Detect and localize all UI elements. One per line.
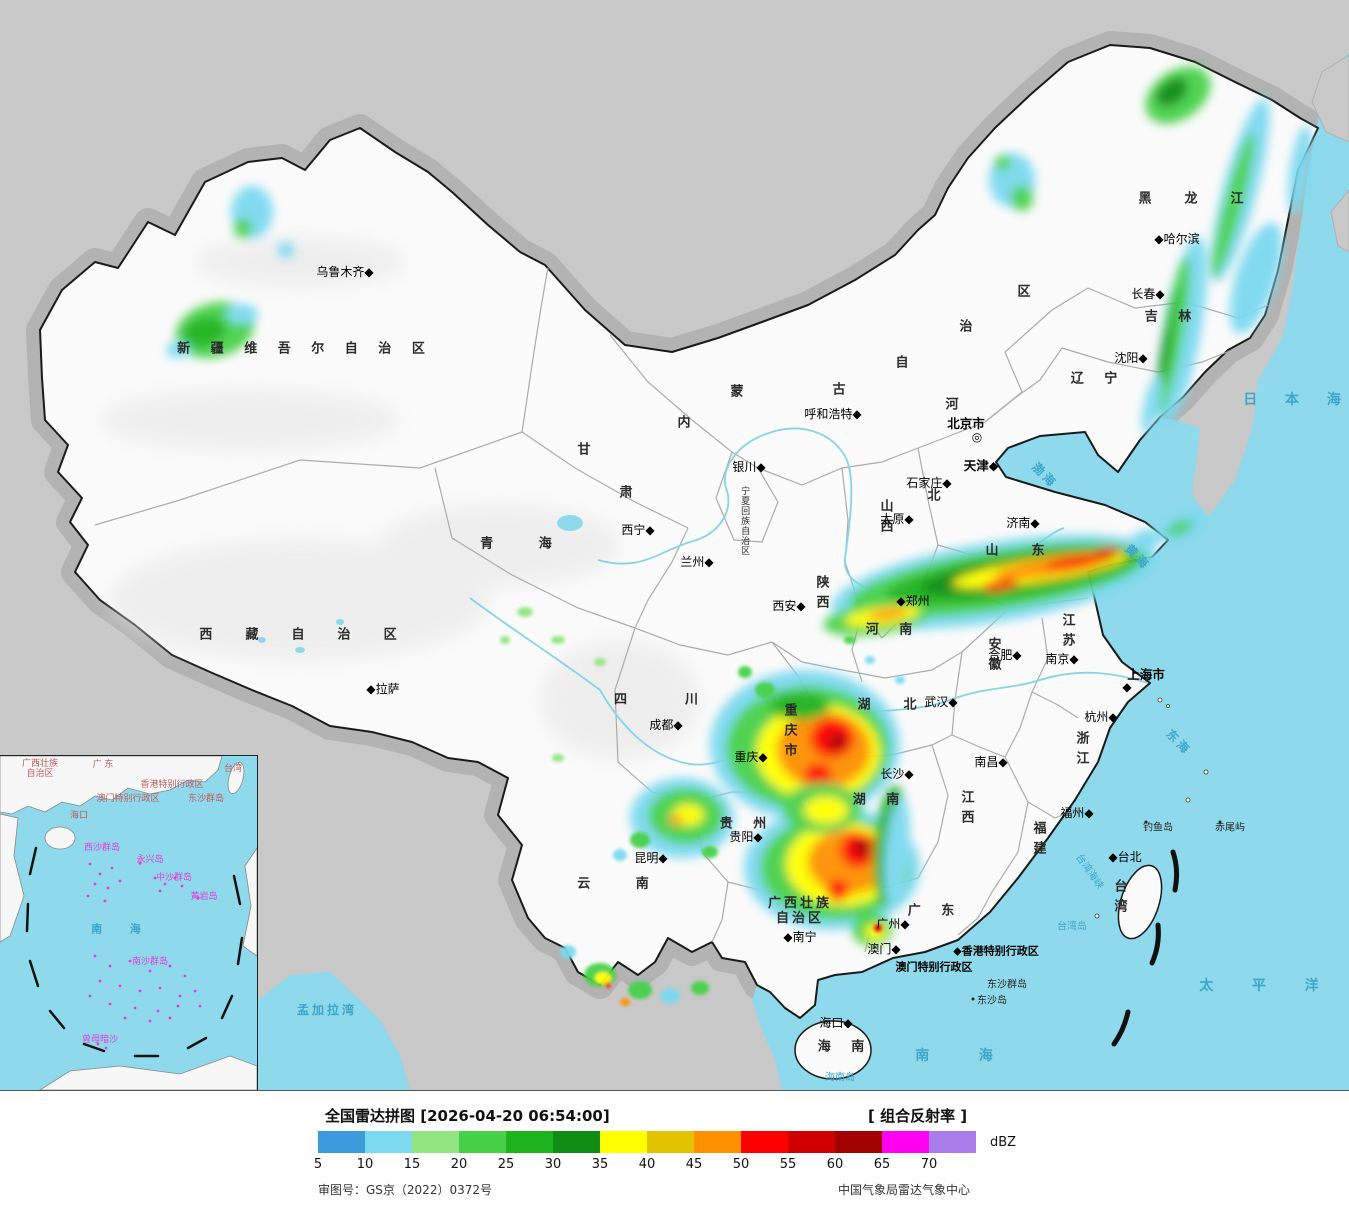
- legend-tick: 50: [732, 1157, 750, 1172]
- legend-swatch-60: [835, 1131, 882, 1153]
- inset-dash-line: [25, 846, 244, 1058]
- inset-vietnam-coast: [0, 813, 25, 943]
- sea-boundary-dashes: [1111, 849, 1180, 1047]
- legend-tick: 25: [497, 1157, 515, 1172]
- legend-swatch-20: [459, 1131, 506, 1153]
- map-license: 审图号：GS京（2022）0372号: [318, 1183, 492, 1197]
- hainan-island: [794, 1020, 872, 1080]
- radar-echo-specks: [500, 607, 905, 1006]
- inset-reefs: [86, 861, 202, 1050]
- legend-tick: 20: [450, 1157, 468, 1172]
- legend-swatch-5: [318, 1131, 365, 1153]
- small-islands: [1094, 697, 1209, 919]
- taiwan-island: [1117, 864, 1163, 940]
- legend-unit: dBZ: [990, 1135, 1017, 1150]
- legend-tick: 70: [920, 1157, 938, 1172]
- terrain-shading: [100, 236, 700, 760]
- legend-swatch-55: [788, 1131, 835, 1153]
- ocean: [752, 52, 1349, 1090]
- inset-svg: [0, 755, 258, 1091]
- legend-tick: 15: [403, 1157, 421, 1172]
- island-dots: [971, 820, 1222, 1001]
- bay-of-bengal: [258, 972, 410, 1090]
- legend-swatch-50: [741, 1131, 788, 1153]
- legend-swatch-15: [412, 1131, 459, 1153]
- inset-mainland: [0, 755, 223, 815]
- japan-landmass: [1311, 54, 1349, 253]
- product-label: [ 组合反射率 ]: [868, 1107, 968, 1125]
- legend-swatch-70: [929, 1131, 976, 1153]
- legend-colorbar: [318, 1131, 976, 1153]
- legend-swatch-45: [694, 1131, 741, 1153]
- legend-tick: 5: [313, 1157, 323, 1172]
- legend-tick: 10: [356, 1157, 374, 1172]
- map-title: 全国雷达拼图 [2026-04-20 06:54:00]: [325, 1107, 610, 1125]
- legend-swatch-10: [365, 1131, 412, 1153]
- legend-swatch-40: [647, 1131, 694, 1153]
- legend-tick: 40: [638, 1157, 656, 1172]
- legend-tick: 65: [873, 1157, 891, 1172]
- legend-swatch-65: [882, 1131, 929, 1153]
- legend-ticks: 5 10 15 20 25 30 35 40 45 50 55 60 65 70: [314, 1157, 976, 1173]
- inset-hainan: [44, 826, 76, 850]
- china-radar-map: 新 疆 维 吾 尔 自 治 区西 藏 自 治 区青 海甘肃内蒙古自治区宁夏回族自…: [0, 0, 1349, 1091]
- legend-tick: 55: [779, 1157, 797, 1172]
- legend-panel: 全国雷达拼图 [2026-04-20 06:54:00] [ 组合反射率 ] d…: [0, 1090, 1349, 1209]
- legend-tick: 45: [685, 1157, 703, 1172]
- lakes: [258, 515, 583, 653]
- south-china-sea-inset: [0, 755, 258, 1091]
- legend-tick: 60: [826, 1157, 844, 1172]
- data-source: 中国气象局雷达气象中心: [838, 1183, 971, 1197]
- inset-taiwan: [227, 762, 245, 794]
- legend-swatch-30: [553, 1131, 600, 1153]
- legend-tick: 35: [591, 1157, 609, 1172]
- legend-tick: 30: [544, 1157, 562, 1172]
- legend-swatch-35: [600, 1131, 647, 1153]
- legend-swatch-25: [506, 1131, 553, 1153]
